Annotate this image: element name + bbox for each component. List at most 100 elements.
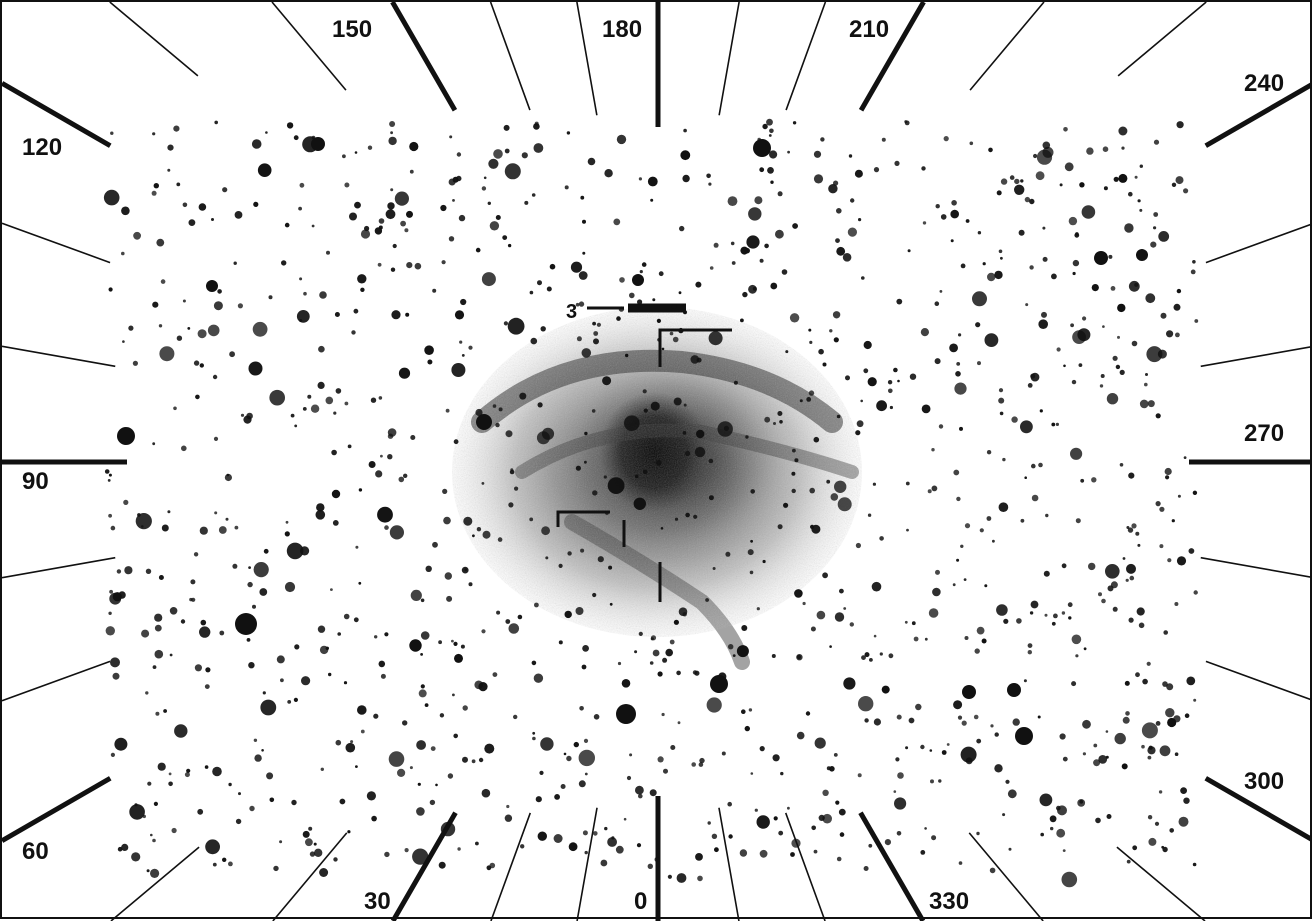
star [503,124,510,131]
star [949,343,958,353]
star [251,139,262,149]
star [269,389,286,406]
star [1008,847,1012,851]
star [673,619,680,625]
star [764,416,771,423]
minor-angle-tick [489,2,531,111]
star [176,335,183,341]
minor-angle-tick [1116,846,1206,921]
star [1160,312,1167,319]
star [678,291,682,295]
star [673,397,682,406]
star [109,589,113,594]
star [861,276,865,280]
star [302,407,307,411]
star [956,558,960,562]
star [124,566,133,575]
star [834,612,845,622]
star [843,677,856,690]
star [1002,457,1006,462]
star [1154,821,1160,826]
star [1007,789,1017,799]
star [502,235,508,241]
star [649,789,657,797]
star [414,262,422,270]
star [384,525,389,530]
star [1027,650,1033,655]
star [706,173,711,179]
star [576,336,582,342]
star [1105,730,1109,733]
star [564,185,569,190]
minor-angle-tick [2,556,116,579]
star [915,703,922,711]
star [1014,178,1020,185]
star [1134,175,1138,179]
star [826,766,831,771]
star [1103,186,1108,191]
angle-label-240: 240 [1242,70,1287,97]
star [456,175,462,182]
star [830,493,839,501]
star [371,815,377,822]
star [350,740,354,744]
star [578,301,585,307]
star [294,644,300,650]
star [141,629,150,638]
star [342,154,346,159]
star [168,772,172,776]
star [248,361,263,376]
star [663,768,668,774]
star [940,214,947,220]
star [772,754,780,762]
star [1045,513,1049,518]
minor-angle-tick [785,2,827,111]
star [392,243,397,249]
star [1056,805,1061,811]
star [660,527,664,530]
star [879,652,883,656]
star [1169,828,1174,833]
star [698,762,704,767]
star [911,621,916,626]
star [252,321,268,337]
star [504,163,521,180]
star [347,830,351,834]
star [864,652,870,658]
star [378,218,385,224]
star [1110,581,1118,589]
star [553,834,563,843]
star [674,517,679,521]
star [685,512,690,518]
star [629,292,635,299]
star [1183,188,1189,194]
star [643,408,648,413]
star [1177,494,1181,498]
star [1125,578,1129,582]
star [1113,176,1119,182]
star [861,655,866,660]
star [1077,328,1091,342]
minor-angle-tick [109,2,199,77]
star [884,839,892,846]
star [475,247,481,253]
star [152,838,156,843]
star [951,200,957,206]
star [302,830,310,838]
star [946,743,950,746]
star [259,588,268,596]
minor-angle-tick [272,832,348,921]
star [1080,478,1085,483]
star [103,189,120,206]
star [976,738,982,744]
star [1018,229,1025,236]
star [108,473,112,477]
star [1183,456,1187,459]
star [398,476,405,483]
star [607,477,625,494]
star [1063,364,1066,368]
star [389,525,404,540]
star [894,160,900,166]
star [897,379,900,383]
star [532,731,536,735]
